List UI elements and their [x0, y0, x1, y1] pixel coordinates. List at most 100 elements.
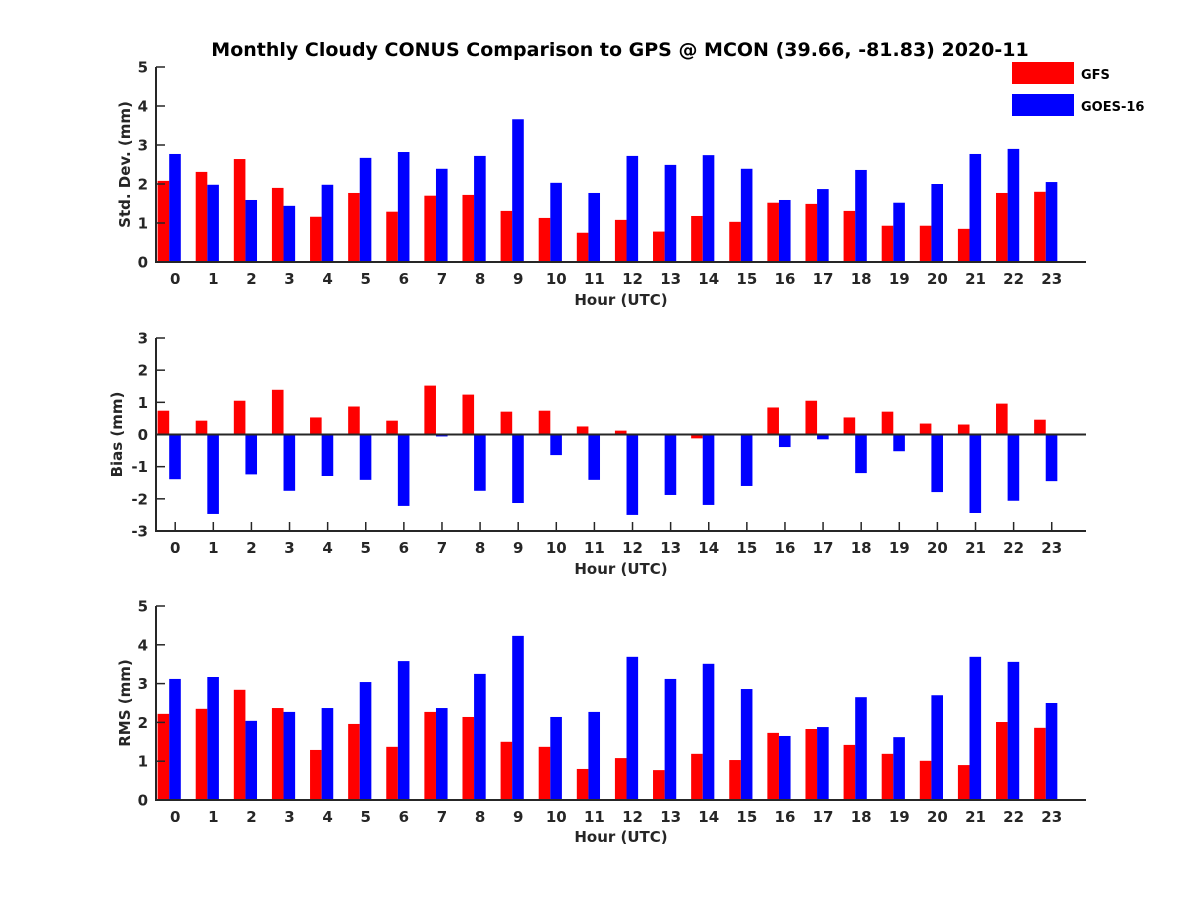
- x-tick-label-bias-2: 2: [246, 539, 256, 557]
- y-tick-label-stddev-3: 3: [138, 137, 148, 155]
- bar-rms-goes16-hour-15: [740, 689, 753, 800]
- x-tick-label-rms-16: 16: [775, 808, 796, 826]
- bar-rms-gfs-hour-1: [195, 708, 208, 800]
- bar-rms-gfs-hour-6: [386, 746, 398, 800]
- bar-bias-gfs-hour-19: [881, 411, 894, 435]
- bar-stddev-goes16-hour-13: [664, 164, 677, 262]
- bar-rms-goes16-hour-1: [207, 677, 219, 800]
- y-tick-label-stddev-0: 0: [138, 254, 148, 272]
- x-tick-label-bias-20: 20: [927, 539, 948, 557]
- bar-bias-gfs-hour-22: [996, 403, 1008, 435]
- x-tick-label-bias-12: 12: [622, 539, 643, 557]
- x-tick-label-stddev-19: 19: [889, 270, 910, 288]
- y-tick-label-bias--2: -2: [131, 490, 148, 508]
- bar-stddev-goes16-hour-20: [931, 184, 943, 262]
- x-tick-label-rms-15: 15: [736, 808, 757, 826]
- x-tick-label-rms-10: 10: [546, 808, 567, 826]
- x-tick-label-bias-15: 15: [736, 539, 757, 557]
- bar-rms-goes16-hour-20: [931, 695, 943, 800]
- bar-rms-goes16-hour-14: [702, 663, 715, 800]
- bar-bias-goes16-hour-22: [1007, 434, 1020, 501]
- bar-bias-gfs-hour-21: [957, 424, 970, 435]
- x-tick-label-rms-6: 6: [399, 808, 409, 826]
- x-tick-label-bias-16: 16: [775, 539, 796, 557]
- bar-rms-goes16-hour-22: [1007, 661, 1020, 800]
- bar-rms-goes16-hour-2: [245, 720, 258, 800]
- bar-rms-gfs-hour-5: [348, 723, 360, 800]
- bar-bias-goes16-hour-20: [931, 434, 943, 493]
- x-tick-label-rms-19: 19: [889, 808, 910, 826]
- x-tick-label-bias-11: 11: [584, 539, 605, 557]
- bar-bias-gfs-hour-5: [348, 406, 360, 435]
- x-tick-label-stddev-7: 7: [437, 270, 447, 288]
- x-tick-label-stddev-20: 20: [927, 270, 948, 288]
- x-tick-label-bias-7: 7: [437, 539, 447, 557]
- x-tick-label-stddev-13: 13: [660, 270, 681, 288]
- x-tick-label-bias-8: 8: [475, 539, 485, 557]
- y-tick-label-rms-0: 0: [138, 792, 148, 810]
- bar-rms-gfs-hour-0: [157, 713, 170, 800]
- bar-stddev-gfs-hour-11: [576, 232, 589, 262]
- bar-rms-goes16-hour-12: [626, 656, 639, 800]
- x-tick-label-rms-5: 5: [361, 808, 371, 826]
- x-tick-label-rms-1: 1: [208, 808, 218, 826]
- x-axis-label-stddev: Hour (UTC): [574, 291, 667, 309]
- x-tick-label-rms-22: 22: [1003, 808, 1024, 826]
- bar-stddev-gfs-hour-0: [157, 180, 170, 262]
- bar-stddev-goes16-hour-16: [778, 199, 791, 262]
- bar-rms-gfs-hour-18: [843, 744, 856, 800]
- bar-rms-goes16-hour-3: [283, 711, 296, 800]
- x-tick-label-stddev-22: 22: [1003, 270, 1024, 288]
- bar-bias-goes16-hour-12: [626, 434, 639, 515]
- bar-rms-goes16-hour-11: [588, 711, 601, 800]
- bar-stddev-gfs-hour-18: [843, 210, 856, 262]
- bar-rms-goes16-hour-6: [397, 661, 410, 800]
- x-tick-label-bias-4: 4: [322, 539, 332, 557]
- x-tick-label-bias-3: 3: [284, 539, 294, 557]
- bar-rms-goes16-hour-9: [512, 635, 524, 800]
- x-tick-label-stddev-10: 10: [546, 270, 567, 288]
- bar-rms-gfs-hour-4: [310, 749, 322, 800]
- bar-stddev-gfs-hour-10: [538, 217, 551, 262]
- x-tick-label-stddev-1: 1: [208, 270, 218, 288]
- legend-label-gfs: GFS: [1081, 68, 1110, 83]
- bar-stddev-goes16-hour-17: [817, 189, 829, 262]
- bar-stddev-gfs-hour-17: [805, 203, 818, 262]
- bar-bias-gfs-hour-6: [386, 420, 398, 435]
- bar-stddev-goes16-hour-23: [1045, 182, 1058, 262]
- bar-stddev-gfs-hour-9: [500, 210, 513, 262]
- bar-stddev-gfs-hour-12: [614, 219, 627, 262]
- x-tick-label-rms-0: 0: [170, 808, 180, 826]
- x-tick-label-stddev-15: 15: [736, 270, 757, 288]
- x-tick-label-bias-0: 0: [170, 539, 180, 557]
- bar-stddev-goes16-hour-19: [893, 202, 905, 262]
- bar-rms-gfs-hour-15: [729, 760, 741, 800]
- y-tick-label-stddev-4: 4: [138, 98, 148, 116]
- y-tick-label-stddev-1: 1: [138, 215, 148, 233]
- bar-bias-gfs-hour-8: [462, 394, 475, 435]
- bar-stddev-goes16-hour-8: [474, 155, 486, 262]
- bar-bias-goes16-hour-4: [321, 434, 334, 476]
- bar-stddev-gfs-hour-15: [729, 221, 741, 262]
- bar-rms-gfs-hour-16: [767, 732, 779, 800]
- bar-stddev-goes16-hour-18: [855, 169, 867, 262]
- bar-rms-goes16-hour-18: [855, 697, 867, 800]
- bar-rms-goes16-hour-0: [169, 678, 181, 800]
- bar-stddev-goes16-hour-21: [969, 153, 982, 262]
- bar-stddev-gfs-hour-19: [881, 225, 894, 262]
- x-tick-label-stddev-14: 14: [698, 270, 719, 288]
- y-tick-label-bias--3: -3: [131, 523, 148, 541]
- bar-rms-gfs-hour-14: [691, 753, 703, 800]
- bar-stddev-gfs-hour-14: [691, 215, 703, 262]
- bar-rms-gfs-hour-3: [271, 708, 284, 800]
- bar-stddev-goes16-hour-7: [435, 168, 448, 262]
- bar-rms-goes16-hour-19: [893, 737, 905, 800]
- y-tick-label-rms-5: 5: [138, 598, 148, 616]
- bar-bias-goes16-hour-10: [550, 434, 562, 456]
- bar-bias-goes16-hour-19: [893, 434, 905, 452]
- bar-stddev-goes16-hour-14: [702, 155, 715, 262]
